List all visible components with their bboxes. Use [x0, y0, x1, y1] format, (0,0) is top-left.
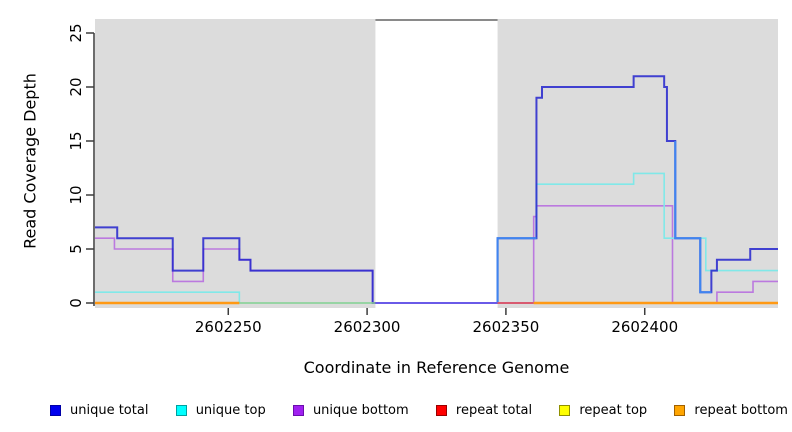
- x-axis-title: Coordinate in Reference Genome: [303, 358, 570, 377]
- y-tick-label: 25: [67, 23, 85, 42]
- legend-label: repeat top: [579, 402, 648, 418]
- legend-item-repeat-bottom: repeat bottom: [674, 403, 788, 418]
- y-tick-label: 5: [67, 244, 85, 254]
- y-axis-title: Read Coverage Depth: [20, 73, 40, 249]
- legend-label: repeat bottom: [694, 402, 788, 418]
- legend-item-repeat-total: repeat total: [435, 402, 533, 418]
- x-tick-label: 2602250: [195, 318, 262, 336]
- legend-swatch-icon: [559, 404, 571, 416]
- legend-label: unique top: [195, 402, 266, 418]
- legend-label: unique total: [70, 402, 149, 418]
- y-tick-label: 15: [67, 131, 85, 150]
- series-line-unique-total: [95, 75, 778, 304]
- legend-item-unique-total: unique total: [50, 403, 148, 418]
- legend-item-unique-bottom: unique bottom: [292, 402, 409, 418]
- legend-label: unique bottom: [312, 402, 409, 418]
- total-over-top-blend-1: [496, 237, 537, 303]
- legend: unique total unique top unique bottom repea…: [50, 398, 788, 422]
- y-tick-label: 20: [67, 77, 85, 96]
- right-data-region: [497, 19, 778, 308]
- x-tick-label: 2602400: [611, 318, 678, 336]
- y-tick-label: 10: [67, 185, 85, 204]
- legend-swatch-icon: [674, 404, 686, 416]
- y-tick-label: 0: [67, 298, 85, 308]
- legend-label: repeat total: [455, 402, 533, 418]
- coverage-plot-svg: 0 5 10 15 20 25 2602250 2602300 2602350 2602400: [67, 19, 778, 336]
- x-tick-label: 2602350: [473, 318, 540, 336]
- x-tick-label: 2602300: [334, 318, 401, 336]
- legend-item-unique-top: unique top: [175, 402, 266, 418]
- left-data-region: [95, 19, 376, 308]
- legend-swatch-icon: [292, 404, 304, 416]
- legend-swatch-icon: [435, 404, 447, 416]
- legend-swatch-icon: [50, 404, 61, 416]
- legend-item-repeat-top: repeat top: [559, 403, 647, 418]
- total-over-top-blend-2: [674, 141, 712, 294]
- legend-swatch-icon: [175, 404, 187, 416]
